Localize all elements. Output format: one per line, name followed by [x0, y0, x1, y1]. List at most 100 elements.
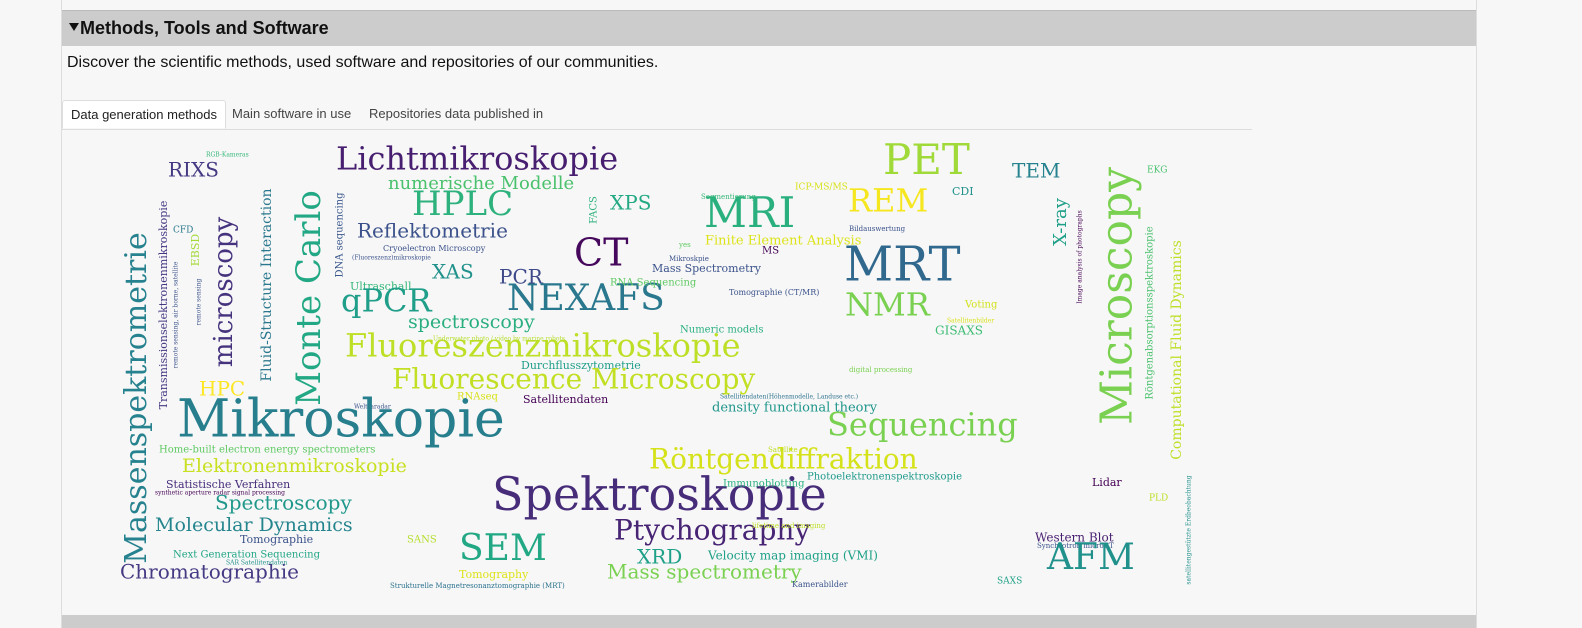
cloud-word: spectroscopy [408, 311, 535, 333]
cloud-word: CFD [173, 226, 193, 236]
cloud-word: Numeric models [680, 325, 764, 336]
cloud-word: TEM [1012, 159, 1060, 183]
cloud-word: Satellitendaten(Höhenmodelle, Landuse et… [720, 394, 858, 401]
cloud-word: Immunoblotting [723, 479, 805, 490]
cloud-word: Tomography [459, 568, 529, 581]
cloud-word: MRT [844, 237, 960, 293]
cloud-word: Image analysis of photographs [1077, 210, 1084, 303]
cloud-word: Transmissionselektronenmikroskopie [157, 201, 170, 410]
cloud-word: Segmentierung [701, 193, 756, 201]
cloud-word: Weltraradar [354, 404, 391, 411]
cloud-word: Ultraschall [350, 280, 412, 293]
cloud-word: Spectroscopy [215, 491, 352, 515]
cloud-word: Cryoelectron Microscopy [383, 244, 486, 253]
cloud-word: REM [848, 182, 928, 220]
cloud-word: CDI [952, 185, 974, 198]
cloud-word: RGB-Kameras [206, 152, 249, 159]
cloud-word: Western Blot [1035, 531, 1114, 545]
cloud-word: SAXS [997, 577, 1022, 587]
cloud-word: HPLC [412, 184, 513, 224]
cloud-word: Röntgendiffraktion [649, 443, 918, 476]
cloud-word: Chromatographie [120, 560, 299, 584]
cloud-word: Photoelektronenspektroskopie [807, 472, 962, 483]
cloud-word: microscopy [209, 216, 239, 367]
cloud-word: Sequencing [827, 406, 1018, 444]
cloud-word: SANS [407, 535, 437, 546]
cloud-word: satellitengestützte Erdbeobachtung [1186, 475, 1193, 584]
cloud-word: Satellitendaten [523, 393, 608, 406]
cloud-word: XRD [637, 545, 682, 569]
cloud-word: Microscopy [1092, 167, 1143, 425]
cloud-word: EBSD [189, 234, 202, 267]
cloud-word: Underwater photo / video by marine robot… [433, 336, 565, 343]
cloud-word: ICP-MS/MS [795, 183, 848, 193]
cloud-word: Fluorescence Microscopy [392, 363, 755, 396]
tab-bar: Data generation methods Main software in… [62, 100, 1252, 130]
cloud-word: Lidar [1092, 476, 1122, 489]
cloud-word: digital processing [849, 366, 913, 374]
cloud-word: remote sensing, air borne, satellite [173, 261, 180, 368]
cloud-word: PCR [499, 265, 544, 289]
cloud-word: X-ray [1050, 197, 1071, 246]
cloud-word: Next Generation Sequencing [173, 550, 321, 561]
cloud-word: RNAseq [457, 392, 499, 403]
cloud-word: lifetime and imaging [752, 522, 826, 530]
cloud-word: RIXS [168, 158, 219, 182]
cloud-word: GISAXS [935, 324, 983, 338]
section-title[interactable]: Methods, Tools and Software [80, 18, 329, 38]
cloud-word: Röntgenabsorptionsspektroskopie [1145, 226, 1156, 399]
cloud-word: Velocity map imaging (VMI) [707, 549, 878, 563]
tab[interactable]: Main software in use [232, 106, 352, 121]
cloud-word: Voting [964, 300, 998, 311]
cloud-word: MS [762, 246, 779, 257]
cloud-word: Spektroskopie [492, 467, 827, 521]
cloud-word: Lichtmikroskopie [336, 140, 618, 178]
tab[interactable]: Repositories data published in [369, 106, 544, 121]
cloud-word: Strukturelle Magnetresonanztomographie (… [390, 582, 565, 590]
cloud-word: FACS [589, 196, 600, 224]
cloud-word: Elektronenmikroskopie [182, 455, 407, 477]
cloud-word: Synchrotron microCT [1037, 542, 1114, 550]
cloud-word: Mass Spectrometry [652, 262, 762, 275]
cloud-word: qPCR [341, 282, 433, 320]
cloud-word: Fluoreszenzmikroskopie [345, 327, 741, 365]
cloud-word: Mikroskpie [669, 255, 709, 263]
cloud-word: Statistische Verfahren [166, 478, 290, 491]
cloud-word: numerische Modelle [388, 173, 574, 194]
cloud-word: AFM [1046, 537, 1135, 578]
cloud-word: (Fluoreszenz)mikroskopie [352, 255, 431, 262]
cloud-word: RNA Sequencing [610, 278, 697, 289]
cloud-word: Finite Element Analysis [705, 234, 861, 249]
cloud-word: XAS [432, 260, 474, 284]
cloud-word: Home-built electron energy spectrometers [159, 445, 375, 456]
cloud-word: DNA sequencing [335, 192, 346, 278]
cloud-word: Computational Fluid Dynamics [1169, 240, 1185, 460]
next-section-bar [62, 615, 1476, 628]
cloud-word: Molecular Dynamics [155, 514, 353, 536]
cloud-word: NEXAFS [507, 278, 665, 319]
cloud-word: HPC [199, 377, 245, 401]
collapse-icon[interactable] [69, 23, 79, 31]
cloud-word: Bildauswertung [849, 225, 906, 233]
cloud-word: SAR Satellitendaten [226, 560, 287, 567]
cloud-word: Ptychography [614, 514, 810, 547]
cloud-word: Massenspektrometrie [119, 232, 154, 563]
cloud-word: remote sensing [196, 278, 203, 325]
panel: Methods, Tools and Software Discover the… [61, 0, 1477, 628]
section-header[interactable]: Methods, Tools and Software [62, 10, 1476, 46]
description: Discover the scientific methods, used so… [67, 54, 659, 71]
cloud-word: synthetic aperture radar signal processi… [155, 490, 285, 497]
cloud-word: SEM [459, 528, 547, 569]
cloud-word: Kamerabilder [792, 580, 848, 589]
cloud-word: Tomographie (CT/MR) [729, 288, 819, 297]
cloud-word: Mass spectrometry [607, 560, 802, 584]
cloud-word: Monte Carlo [289, 190, 329, 406]
cloud-word: NMR [845, 286, 931, 324]
cloud-word: Tomographie [240, 533, 313, 546]
tab[interactable]: Data generation methods [62, 100, 226, 129]
cloud-word: MRI [704, 188, 795, 237]
cloud-word: density functional theory [712, 401, 878, 416]
cloud-word: EKG [1147, 166, 1167, 176]
cloud-word: PET [883, 135, 970, 184]
